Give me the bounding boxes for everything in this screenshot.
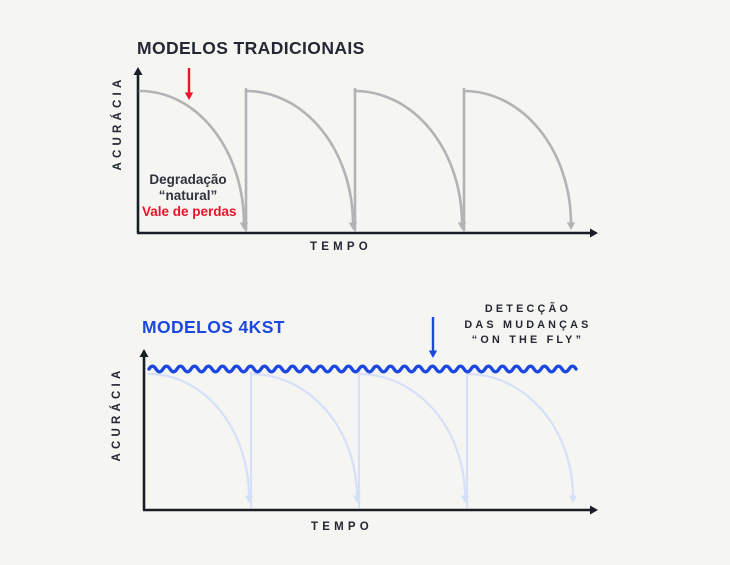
decay-curve xyxy=(147,372,251,499)
decay-curve xyxy=(462,89,573,226)
chart2-x-axis-label: TEMPO xyxy=(311,521,373,533)
chart2-plot xyxy=(139,317,598,515)
decay-curve xyxy=(357,372,467,499)
detection-line-2: DAS MUDANÇAS xyxy=(464,318,592,331)
chart2-y-axis-label: ACURÁCIA xyxy=(111,366,123,462)
degradation-line-1: Degradação xyxy=(149,172,227,187)
chart1-x-axis-label: TEMPO xyxy=(310,241,372,253)
steady-accuracy-wave xyxy=(147,364,578,374)
decay-curve xyxy=(353,89,464,226)
decay-curve xyxy=(249,372,359,499)
decay-curve xyxy=(465,372,575,499)
chart2-title: MODELOS 4KST xyxy=(142,317,285,337)
detection-line-1: DETECÇÃO xyxy=(484,303,572,315)
degradation-pointer-arrow-arrowhead xyxy=(184,92,194,100)
decay-curve-arrowhead xyxy=(566,222,576,230)
chart2-detection-annotation: DETECÇÃO DAS MUDANÇAS “ON THE FLY” xyxy=(464,302,591,349)
chart1-loss-valley-annotation: Vale de perdas xyxy=(142,204,237,219)
y-axis-arrowhead xyxy=(139,349,149,357)
chart1-degradation-annotation: Degradação “natural” xyxy=(149,172,226,204)
detection-pointer-arrow-arrowhead xyxy=(428,350,438,358)
decay-curve xyxy=(244,89,355,226)
detection-line-3: “ON THE FLY” xyxy=(471,334,585,346)
decay-curve xyxy=(138,89,246,226)
y-axis-arrowhead xyxy=(133,67,143,75)
x-axis-arrowhead xyxy=(590,505,598,515)
x-axis-arrowhead xyxy=(590,228,598,238)
degradation-line-2: “natural” xyxy=(158,188,218,203)
chart1-y-axis-label: ACURÁCIA xyxy=(112,75,124,171)
decay-curve-arrowhead xyxy=(568,495,578,503)
chart1-plot xyxy=(133,67,598,238)
chart1-title: MODELOS TRADICIONAIS xyxy=(137,38,365,58)
